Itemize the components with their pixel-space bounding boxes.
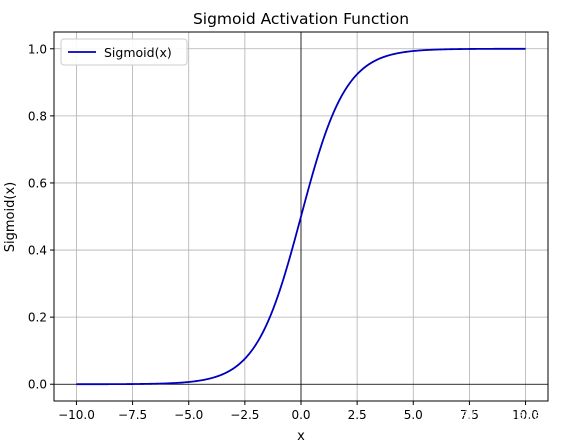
chart-title: Sigmoid Activation Function (193, 10, 409, 28)
x-tick-label: 5.0 (404, 408, 423, 422)
x-tick-label: −7.5 (118, 408, 147, 422)
y-tick-label: 0.6 (28, 176, 47, 190)
y-tick-label: 0.8 (28, 109, 47, 123)
legend-label-sigmoid: Sigmoid(x) (104, 45, 172, 60)
y-tick-label: 0.0 (28, 378, 47, 392)
x-tick-label: 0.0 (291, 408, 310, 422)
x-tick-label: −10.0 (58, 408, 95, 422)
y-axis-ticks: 0.0 0.2 0.4 0.6 0.8 1.0 (28, 42, 54, 392)
x-tick-label: 2.5 (348, 408, 367, 422)
y-tick-label: 0.4 (28, 244, 47, 258)
x-axis-ticks: −10.0 −7.5 −5.0 −2.5 0.0 2.5 5.0 7.5 10.0 (58, 401, 539, 422)
x-tick-label: −2.5 (230, 408, 259, 422)
series-layer (76, 47, 526, 386)
y-tick-label: 1.0 (28, 42, 47, 56)
watermark: 知乎 @SpaceML (447, 406, 564, 424)
x-axis-label: x (297, 429, 305, 443)
y-axis-label: Sigmoid(x) (3, 182, 18, 252)
legend: Sigmoid(x) (60, 38, 188, 66)
series-line-sigmoid (76, 47, 526, 386)
y-tick-label: 0.2 (28, 311, 47, 325)
x-tick-label: 10.0 (512, 408, 539, 422)
x-tick-label: 7.5 (460, 408, 479, 422)
legend-box (60, 38, 188, 66)
x-tick-label: −5.0 (174, 408, 203, 422)
